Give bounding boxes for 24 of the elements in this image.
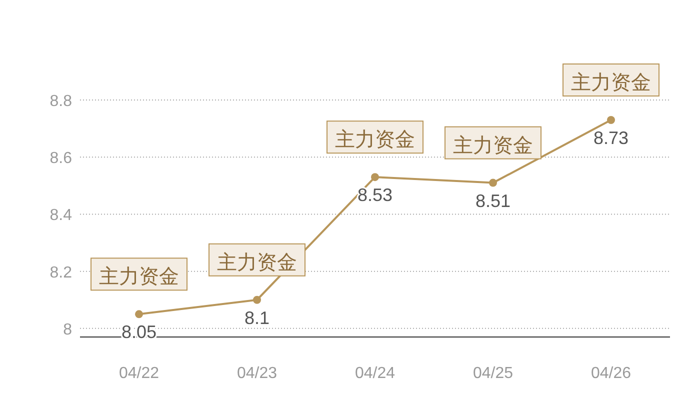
y-tick-label: 8 [63,321,72,338]
annotation: 主力资金 [99,265,179,288]
y-tick-label: 8.6 [50,150,72,168]
y-tick-label: 8.8 [50,93,72,110]
annotation: 主力资金 [571,70,651,94]
annotation: 主力资金 [444,126,542,160]
y-tick-label: 8.2 [50,264,72,282]
annotation: 主力资金 [326,120,424,154]
data-label: 8.53 [357,185,393,206]
x-tick-label: 04/25 [472,365,514,382]
data-label: 8.73 [593,128,629,148]
annotation: 主力资金 [562,64,660,96]
annotation: 主力资金 [208,243,306,276]
x-tick-label: 04/22 [118,365,160,382]
x-tick-label: 04/24 [354,365,396,382]
data-label: 8.1 [244,308,270,328]
x-tick-label: 04/26 [590,365,632,382]
annotation: 主力资金 [453,134,533,157]
annotation: 主力资金 [335,128,415,152]
x-tick-label: 04/23 [236,365,278,382]
annotation: 主力资金 [217,250,297,274]
annotation: 主力资金 [90,258,188,291]
data-label: 8.51 [475,190,511,211]
y-tick-label: 8.4 [50,207,72,224]
